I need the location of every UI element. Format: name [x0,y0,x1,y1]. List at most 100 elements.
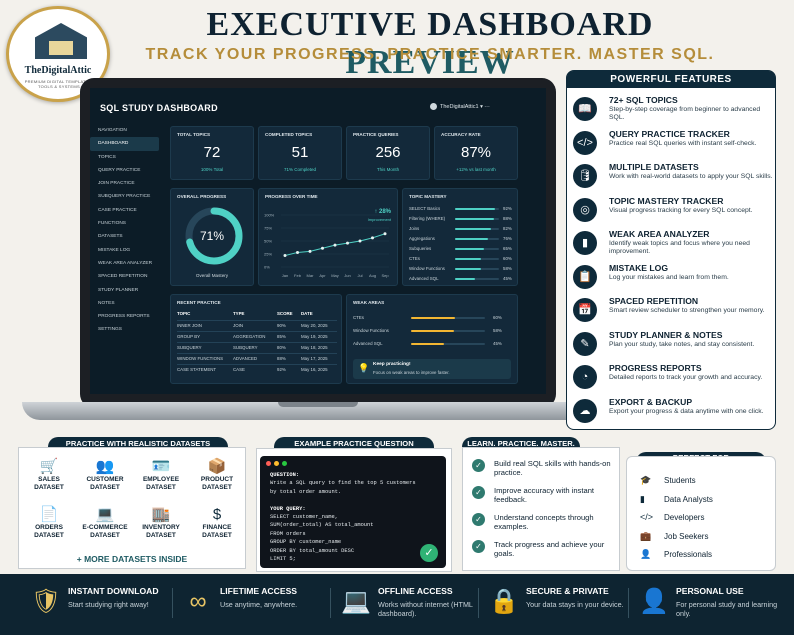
chart-label: PROGRESS OVER TIME [265,194,318,199]
stat-sub: 100% Total [200,167,224,172]
stat-label: TOTAL TOPICS [177,132,211,137]
dataset-item[interactable]: 👥 CUSTOMER DATASET [79,458,131,491]
learn-text: Improve accuracy with instant feedback. [494,486,595,504]
mastery-bar-track [455,268,499,270]
weak-topic-label: Window Functions [353,328,389,333]
nav-item-notes[interactable]: NOTES [98,300,115,306]
mastery-topic-value: 76% [503,236,512,241]
footer-title: OFFLINE ACCESS [378,586,453,596]
nav-item-weak-area-analyzer[interactable]: WEAK AREA ANALYZER [98,260,153,266]
nav-item-progress-reports[interactable]: PROGRESS REPORTS [98,314,150,320]
stat-label: PRACTICE QUERIES [353,132,399,137]
dataset-item[interactable]: 📄 ORDERS DATASET [23,506,75,539]
dollar-icon: $ [212,506,222,523]
tip-text: Focus on weak areas to improve faster. [373,370,450,375]
chevron-down-icon: ▾ [480,103,483,110]
stat-value: 51 [291,144,309,161]
nav-item-topics[interactable]: TOPICS [98,154,116,160]
feature-desc: Work with real-world datasets to apply y… [609,173,773,180]
footer-desc: For personal study and learning only. [676,600,778,618]
overall-value: 71% [199,229,225,243]
dataset-name: FINANCE DATASET [202,524,232,539]
document-icon: 📄 [39,506,59,523]
more-datasets-link[interactable]: + MORE DATASETS INSIDE [76,554,188,564]
code-editor[interactable]: QUESTION: Write a SQL query to find the t… [260,456,446,568]
table-cell: WINDOW FUNCTIONS [177,356,224,361]
mastery-topic-label: CTEs [409,256,420,261]
code-line: SUM(order_total) AS total_amount [270,522,374,529]
footer-item: 👤 PERSONAL USE For personal study and lear… [638,586,788,626]
mastery-topic-label: Subqueries [409,246,432,251]
nav-item-dashboard[interactable]: DASHBOARD [90,137,159,151]
nav-item-subquery-practice[interactable]: SUBQUERY PRACTICE [98,194,151,200]
progress-over-time-card: PROGRESS OVER TIME ↑ 28% Improvement 100… [258,188,398,286]
code-line: GROUP BY customer_name [270,539,342,546]
dataset-item[interactable]: 🛒 SALES DATASET [23,458,75,491]
mastery-topic-value: 45% [503,276,512,281]
nav-item-query-practice[interactable]: QUERY PRACTICE [98,167,141,173]
table-divider [177,331,337,332]
mastery-bar-fill [455,278,475,280]
nav-item-spaced-repetition[interactable]: SPACED REPETITION [98,274,148,280]
progress-ring-fill [185,207,243,265]
logo-tagline: PREMIUM DIGITAL TEMPLATES, TOOLS & SYSTE… [24,79,94,89]
dataset-name: EMPLOYEE DATASET [142,476,180,491]
nav-item-case-practice[interactable]: CASE PRACTICE [98,207,137,213]
mastery-bar-fill [455,228,492,230]
table-header: TYPE [233,311,245,316]
weak-bar-fill [411,343,445,345]
table-cell: JOIN [233,323,244,328]
footer-divider [478,588,479,618]
id-card-icon: 🪪 [151,458,171,475]
table-cell: CASE [233,367,245,372]
nav-item-settings[interactable]: SETTINGS [98,327,122,333]
dataset-item[interactable]: 🪪 EMPLOYEE DATASET [135,458,187,491]
x-tick-label: Feb [294,273,302,278]
feature-title: MISTAKE LOG [609,262,669,273]
mastery-topic-label: Filtering (WHERE) [409,216,446,221]
feature-desc: Identify weak topics and focus where you… [609,240,750,255]
code-icon: </> [573,130,597,155]
table-divider [177,364,337,365]
data-point [358,239,362,243]
line-chart: 100% 75% 50% 25% 0% Jan Feb Mar Apr May Jun Jul Aug S… [264,213,389,279]
mastery-bar-track [455,278,499,280]
dataset-item[interactable]: 📦 PRODUCT DATASET [191,458,243,491]
target-icon: ◎ [573,197,597,222]
lightbulb-icon: 💡 [358,363,370,373]
check-circle-icon: ✓ [472,486,485,499]
stat-sub: 71% Completed [283,167,317,172]
mastery-bar-fill [455,208,496,210]
feature-title: PROGRESS REPORTS [609,363,702,373]
audience-label: Developers [664,513,705,522]
nav-item-mistake-log[interactable]: MISTAKE LOG [98,247,131,253]
dataset-name: ORDERS DATASET [34,524,64,539]
dataset-item[interactable]: $ FINANCE DATASET [191,506,243,539]
audience-label: Data Analysts [664,494,713,504]
mastery-bar-track [455,248,499,250]
nav-item-join-practice[interactable]: JOIN PRACTICE [98,181,135,187]
pencil-icon: ✎ [573,331,597,356]
nav-item-study-planner[interactable]: STUDY PLANNER [98,287,139,293]
stat-sub: This Month [376,167,400,172]
audience-item: 🎓 Students [640,475,696,486]
audience-label: Professionals [664,550,713,559]
title-part-2: PREVIEW [345,44,515,81]
x-tick-label: Aug [369,273,376,278]
nav-item-functions[interactable]: FUNCTIONS [98,221,126,227]
mastery-topic-label: Advanced SQL [409,276,439,281]
datasets-heading: PRACTICE WITH REALISTIC DATASETS [48,437,228,450]
data-point [346,241,349,245]
dataset-item[interactable]: 💻 E-COMMERCE DATASET [79,506,131,539]
data-point [283,254,287,258]
learn-item: ✓ Improve accuracy with instant feedback. [472,486,618,508]
nav-item-datasets[interactable]: DATASETS [98,234,123,240]
stat-card-accuracy-rate: ACCURACY RATE 87% +12% vs last month [434,126,518,180]
weak-topic-value: 58% [493,328,502,333]
feature-item: 📖 72+ SQL TOPICS Step-by-step coverage fro… [573,95,773,129]
table-cell: CASE STATEMENT [177,367,217,372]
dataset-item[interactable]: 🏬 INVENTORY DATASET [135,506,187,539]
data-point [308,249,312,253]
stat-value: 72 [203,144,221,161]
user-menu[interactable]: TheDigitalAttic1 ▾ ⋯ [430,103,490,110]
